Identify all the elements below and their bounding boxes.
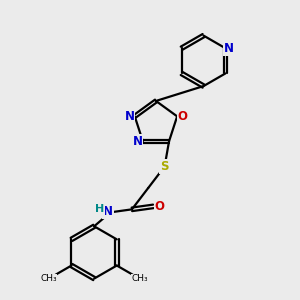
Text: H: H (94, 204, 104, 214)
Text: N: N (103, 205, 113, 218)
Text: N: N (124, 110, 134, 123)
Text: S: S (160, 160, 169, 173)
Text: CH₃: CH₃ (40, 274, 57, 284)
Text: N: N (224, 42, 234, 55)
Text: N: N (133, 135, 142, 148)
Text: O: O (155, 200, 165, 213)
Text: O: O (178, 110, 188, 123)
Text: CH₃: CH₃ (132, 274, 148, 284)
